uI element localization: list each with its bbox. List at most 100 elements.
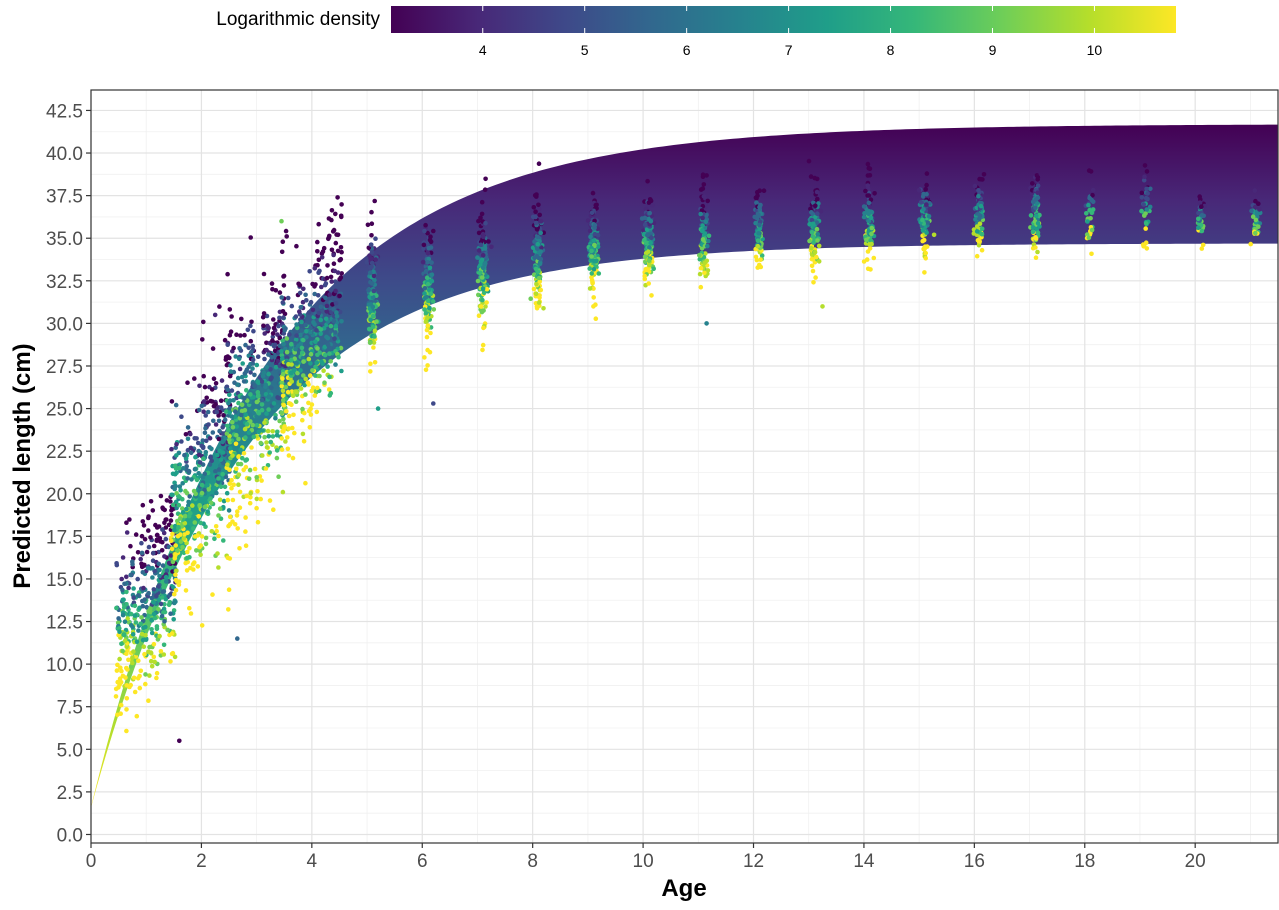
data-point [178, 488, 183, 493]
data-point [916, 188, 922, 193]
data-point [174, 579, 180, 584]
data-point [169, 446, 174, 452]
data-point [128, 572, 133, 578]
data-point [307, 269, 313, 274]
data-point [230, 453, 235, 458]
data-point [339, 202, 344, 207]
data-point [124, 589, 129, 595]
data-point [536, 161, 542, 166]
data-point [589, 254, 594, 259]
data-point [114, 562, 120, 568]
data-point [292, 341, 298, 346]
data-point [338, 245, 344, 250]
data-point [756, 212, 761, 217]
data-point [226, 508, 232, 513]
data-point [173, 483, 178, 489]
data-point [287, 332, 292, 337]
data-point [329, 247, 335, 253]
data-point [369, 250, 375, 255]
data-point [213, 381, 219, 386]
data-point [1035, 190, 1040, 195]
data-point [294, 333, 299, 338]
data-point [205, 409, 211, 415]
data-point [169, 512, 174, 518]
data-point [981, 172, 987, 177]
data-point [226, 607, 231, 612]
data-point [317, 268, 322, 274]
data-point [926, 214, 932, 219]
data-point [174, 442, 179, 447]
data-point [293, 337, 299, 342]
data-point [227, 406, 233, 411]
data-point [210, 430, 216, 435]
data-point [216, 467, 222, 472]
data-point [216, 436, 222, 442]
data-point [700, 228, 705, 233]
data-point [339, 368, 344, 374]
y-axis-title: Predicted length (cm) [9, 343, 36, 588]
data-point [289, 370, 294, 376]
data-point [315, 262, 320, 268]
data-point [315, 239, 320, 245]
data-point [135, 550, 141, 555]
data-point [264, 411, 269, 416]
data-point [168, 518, 174, 523]
data-point [1141, 202, 1146, 207]
data-point [308, 412, 314, 417]
data-point [184, 464, 189, 469]
data-point [153, 522, 158, 528]
data-point [1142, 163, 1148, 168]
data-point [596, 271, 602, 276]
data-point [200, 337, 205, 342]
data-point [976, 242, 982, 248]
data-point [1256, 201, 1261, 206]
data-point [281, 315, 286, 320]
data-point [756, 230, 761, 236]
data-point [483, 304, 488, 309]
data-point [482, 187, 488, 192]
data-point [806, 158, 812, 164]
data-point [195, 564, 201, 569]
data-point [185, 525, 191, 530]
data-point [248, 490, 253, 496]
data-point [119, 576, 124, 582]
data-point [335, 232, 341, 238]
data-point [286, 413, 292, 419]
data-point [188, 431, 193, 437]
data-point [197, 383, 202, 389]
data-point [925, 220, 931, 225]
data-point [1139, 195, 1145, 200]
data-point [301, 337, 306, 343]
data-point [158, 601, 164, 607]
data-point [229, 414, 235, 419]
data-point [196, 407, 202, 413]
data-point [262, 420, 267, 426]
data-point [216, 513, 221, 518]
data-point [646, 281, 651, 286]
data-point [156, 524, 162, 529]
data-point [176, 494, 182, 500]
data-point [298, 378, 304, 384]
data-point [203, 541, 209, 547]
data-point [428, 245, 434, 250]
data-point [303, 329, 309, 334]
data-point [814, 226, 820, 232]
data-point [128, 611, 134, 617]
data-point [931, 232, 937, 238]
data-point [187, 546, 192, 551]
data-point [269, 355, 275, 360]
data-point [122, 581, 127, 587]
data-point [146, 649, 151, 654]
y-tick-label: 30.0 [46, 314, 83, 335]
colorbar [391, 6, 1176, 33]
data-point [117, 656, 122, 662]
data-point [865, 266, 871, 272]
data-point [139, 615, 144, 620]
data-point [298, 332, 303, 338]
data-point [283, 384, 289, 390]
data-point [814, 189, 820, 195]
data-point [143, 624, 148, 630]
data-point [812, 175, 818, 181]
y-tick-label: 15.0 [46, 570, 83, 591]
